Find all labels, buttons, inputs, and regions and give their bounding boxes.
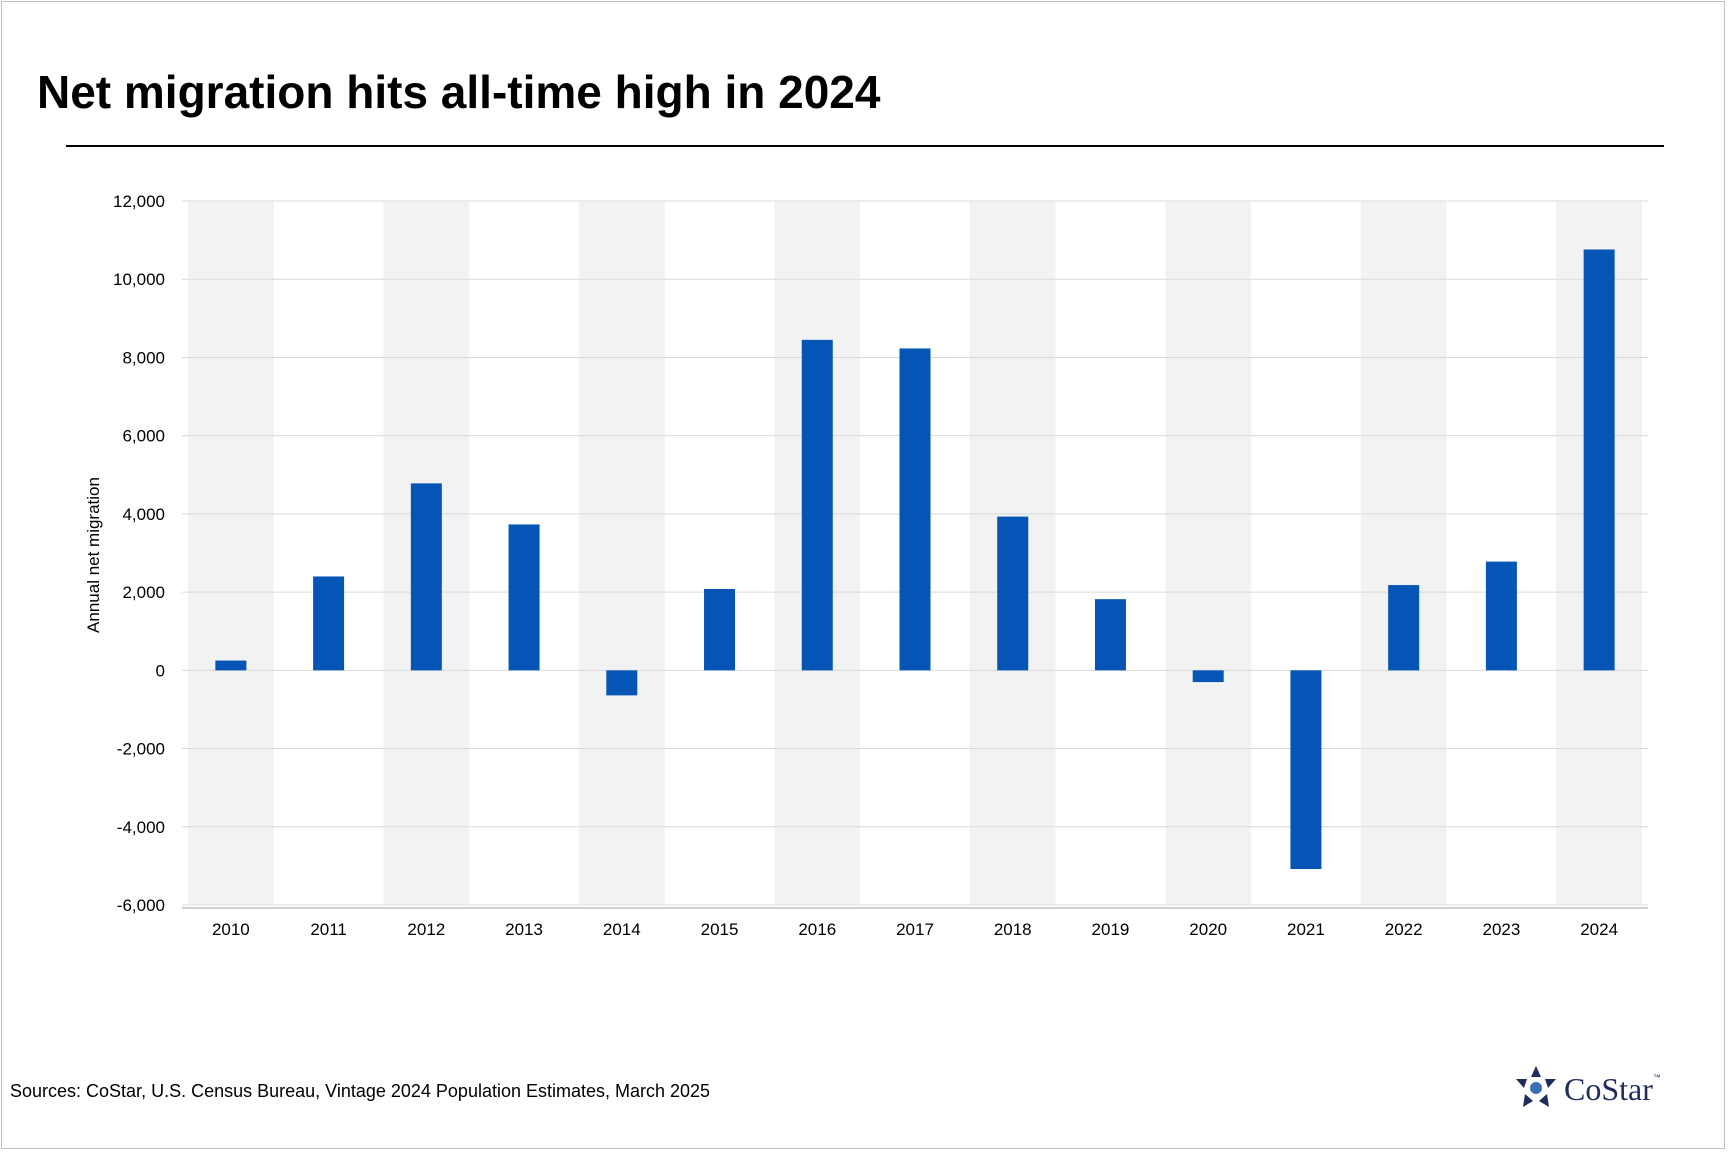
bar-2011 (313, 576, 345, 671)
chart-title: Net migration hits all-time high in 2024 (37, 66, 881, 118)
title-divider (66, 145, 1664, 147)
bar-2023 (1485, 561, 1517, 671)
bar-2018 (997, 516, 1029, 671)
bar-2013 (508, 524, 540, 671)
x-tick-label-2016: 2016 (798, 920, 836, 939)
x-tick-label-2015: 2015 (701, 920, 739, 939)
bar-2012 (410, 483, 442, 671)
y-tick-label: 12,000 (113, 192, 165, 211)
background-band-2010 (188, 201, 274, 905)
bar-2024 (1583, 249, 1615, 671)
bar-2019 (1094, 599, 1126, 671)
bar-2020 (1192, 670, 1224, 683)
bar-2015 (704, 588, 736, 671)
y-tick-label: 0 (156, 661, 165, 680)
x-tick-label-2017: 2017 (896, 920, 934, 939)
background-band-2014 (578, 201, 665, 905)
y-tick-label: -6,000 (117, 896, 165, 915)
x-tick-label-2022: 2022 (1385, 920, 1423, 939)
y-tick-label: 4,000 (122, 505, 165, 524)
bar-2017 (899, 348, 931, 671)
y-tick-label: -2,000 (117, 740, 165, 759)
x-tick-label-2013: 2013 (505, 920, 543, 939)
bar-2016 (801, 339, 833, 671)
bar-2021 (1290, 670, 1322, 870)
bar-2014 (606, 670, 638, 696)
y-tick-label: -4,000 (117, 818, 165, 837)
x-tick-label-2010: 2010 (212, 920, 250, 939)
logo-text: CoStar (1564, 1071, 1653, 1107)
x-tick-label-2012: 2012 (407, 920, 445, 939)
bar-2022 (1388, 585, 1420, 671)
costar-logo: CoStar™ (1512, 1063, 1672, 1113)
x-tick-label-2011: 2011 (310, 920, 347, 939)
x-tick-label-2023: 2023 (1482, 920, 1520, 939)
y-tick-label: 2,000 (122, 583, 165, 602)
x-tick-label-2020: 2020 (1189, 920, 1227, 939)
costar-star-icon (1516, 1066, 1556, 1107)
x-tick-label-2019: 2019 (1092, 920, 1130, 939)
y-tick-label: 8,000 (122, 348, 165, 367)
x-tick-label-2018: 2018 (994, 920, 1032, 939)
costar-wordmark: CoStar™ (1564, 1071, 1661, 1108)
y-tick-label: 6,000 (122, 427, 165, 446)
y-tick-label: 10,000 (113, 270, 165, 289)
logo-trademark: ™ (1652, 1073, 1661, 1082)
y-axis-label: Annual net migration (84, 477, 103, 633)
bar-2010 (215, 660, 247, 671)
background-band-2022 (1360, 201, 1447, 905)
x-tick-label-2021: 2021 (1287, 920, 1325, 939)
x-tick-label-2024: 2024 (1580, 920, 1618, 939)
x-tick-label-2014: 2014 (603, 920, 641, 939)
background-band-2020 (1165, 201, 1252, 905)
source-note: Sources: CoStar, U.S. Census Bureau, Vin… (10, 1081, 711, 1101)
